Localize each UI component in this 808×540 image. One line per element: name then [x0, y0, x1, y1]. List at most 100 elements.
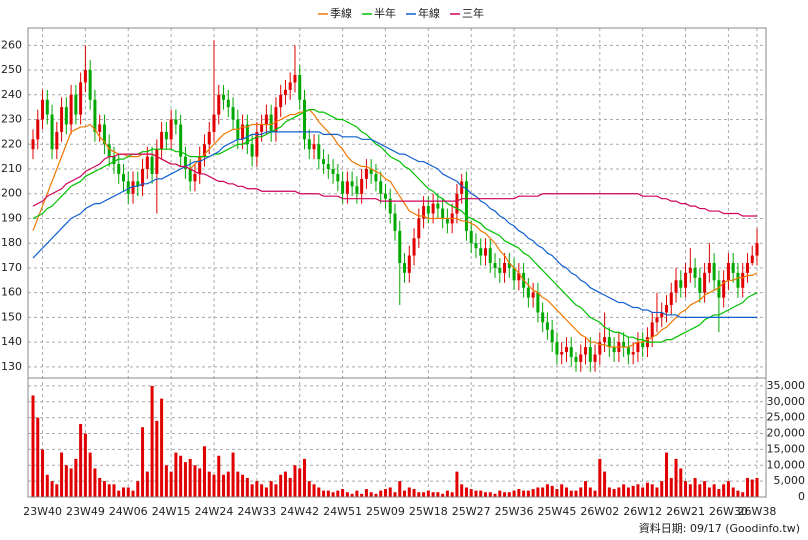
volume-bar [388, 487, 392, 497]
candle-body [288, 82, 292, 90]
volume-bar [131, 490, 135, 497]
volume-bar [622, 484, 626, 497]
candle-body [536, 292, 540, 313]
volume-bar [164, 465, 168, 497]
volume-bar [679, 468, 683, 497]
candle-body [98, 124, 102, 132]
candle-body [455, 193, 459, 214]
y-tick-label: 220 [1, 137, 22, 150]
candle-body [736, 272, 740, 288]
volume-bar [355, 490, 359, 497]
volume-bar [688, 484, 692, 497]
volume-bar [274, 484, 278, 497]
volume-bar [326, 490, 330, 497]
volume-bar [93, 468, 97, 497]
candle-body [712, 262, 716, 281]
volume-bar [536, 487, 540, 497]
volume-bar [403, 490, 407, 497]
y2-tick-label: 10,000 [767, 458, 806, 471]
candle-body [679, 280, 683, 288]
volume-bar [250, 484, 254, 497]
candle-body [631, 352, 635, 355]
moving-average-line [32, 109, 758, 343]
volume-bar [260, 484, 264, 497]
candle-body [569, 347, 573, 357]
volume-bar [341, 489, 345, 497]
candle-body [598, 342, 602, 355]
volume-bar [231, 452, 235, 497]
volume-bar [569, 490, 573, 497]
volume-bar [726, 481, 730, 497]
candle-body [655, 317, 659, 323]
legend-label: 三年 [462, 6, 484, 20]
volume-bar [741, 492, 745, 497]
candle-body [622, 342, 626, 348]
candle-body [93, 99, 97, 132]
candle-body [726, 262, 730, 281]
volume-bar [431, 492, 435, 497]
volume-bar [379, 490, 383, 497]
candle-body [584, 347, 588, 355]
y-tick-label: 180 [1, 236, 22, 249]
volume-bar [417, 492, 421, 497]
volume-bar [226, 471, 230, 497]
x-tick-label: 24W33 [237, 505, 276, 518]
volume-bar [698, 484, 702, 497]
volume-bar [507, 492, 511, 497]
candle-body [541, 312, 545, 323]
volume-bar [31, 395, 35, 497]
volume-bar [669, 477, 673, 497]
volume-bar [560, 484, 564, 497]
volume-bar [193, 465, 197, 497]
y-tick-label: 250 [1, 63, 22, 76]
candle-body [660, 312, 664, 318]
moving-average-line [32, 153, 757, 217]
volume-bar [450, 492, 454, 497]
volume-bar [407, 487, 411, 497]
candle-body [112, 156, 116, 165]
volume-bar [264, 487, 268, 497]
volume-bar [526, 490, 530, 497]
candle-body [722, 280, 726, 298]
candle-body [122, 173, 125, 182]
volume-bar [55, 484, 59, 497]
candle-body [636, 342, 640, 353]
volume-bar [150, 385, 154, 497]
candle-body [665, 305, 668, 313]
y2-tick-label: 35,000 [767, 379, 806, 392]
volume-bar [88, 452, 92, 497]
candle-body [503, 262, 507, 273]
volume-bar [626, 487, 630, 497]
candle-body [750, 255, 754, 263]
candle-body [341, 181, 345, 194]
volume-bar [641, 487, 645, 497]
candle-body [41, 99, 45, 120]
volume-bar [650, 484, 654, 497]
candle-body [350, 181, 354, 187]
candle-body [269, 114, 273, 132]
candle-body [517, 272, 521, 281]
candle-body [422, 206, 426, 219]
candle-body [745, 262, 749, 273]
candle-body [579, 354, 583, 362]
volume-bar [303, 458, 306, 497]
volume-bar [564, 487, 568, 497]
candle-body [426, 206, 430, 214]
candle-body [531, 292, 535, 298]
candle-body [355, 186, 359, 194]
volume-bar [188, 458, 192, 497]
volume-bar [374, 493, 378, 497]
candle-body [474, 243, 478, 249]
candle-body [74, 94, 78, 115]
volume-bar [126, 487, 130, 497]
candle-body [603, 337, 607, 343]
candle-body [160, 131, 164, 150]
x-tick-label: 24W42 [280, 505, 319, 518]
candle-body [174, 119, 178, 125]
volume-bar [555, 489, 559, 497]
volume-bar [98, 477, 102, 497]
volume-bar [545, 484, 549, 497]
volume-bar [155, 420, 159, 497]
y-tick-label: 160 [1, 286, 22, 299]
candle-body [36, 119, 40, 140]
